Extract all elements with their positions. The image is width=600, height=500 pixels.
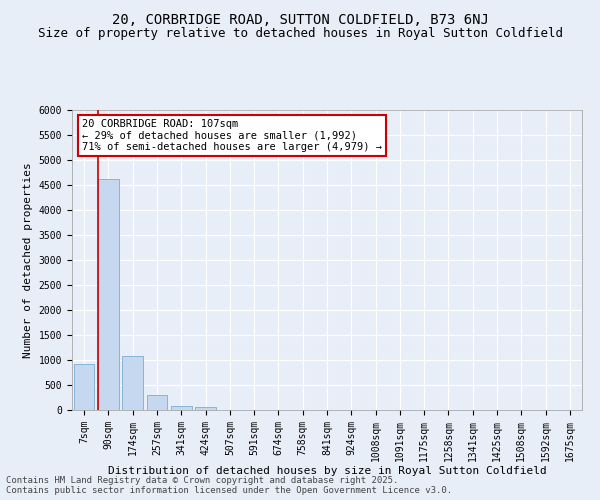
Bar (195, 407, 216, 410)
Text: Contains HM Land Registry data © Crown copyright and database right 2025.
Contai: Contains HM Land Registry data © Crown c… (6, 476, 452, 495)
Y-axis label: Number of detached properties: Number of detached properties (23, 162, 33, 358)
Text: Size of property relative to detached houses in Royal Sutton Coldfield: Size of property relative to detached ho… (37, 28, 563, 40)
Bar (122, 356, 143, 410)
Text: 20, CORBRIDGE ROAD, SUTTON COLDFIELD, B73 6NJ: 20, CORBRIDGE ROAD, SUTTON COLDFIELD, B7… (112, 12, 488, 26)
Bar (74, 364, 94, 410)
Bar (146, 395, 167, 410)
X-axis label: Distribution of detached houses by size in Royal Sutton Coldfield: Distribution of detached houses by size … (107, 466, 547, 476)
Bar (98, 179, 119, 410)
Bar (171, 406, 191, 410)
Text: 20 CORBRIDGE ROAD: 107sqm
← 29% of detached houses are smaller (1,992)
71% of se: 20 CORBRIDGE ROAD: 107sqm ← 29% of detac… (82, 119, 382, 152)
